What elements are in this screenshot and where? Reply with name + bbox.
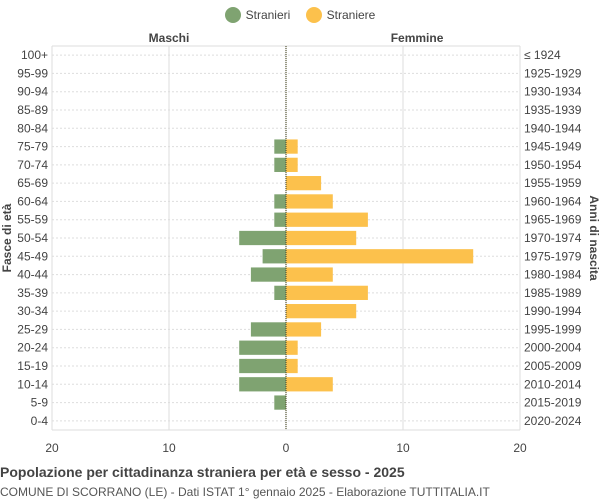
x-tick-label: 10 [396, 441, 410, 455]
y-tick-label-birth-years: 1930-1934 [524, 85, 582, 99]
y-tick-label-age: 75-79 [17, 140, 48, 154]
bar-female [286, 212, 368, 227]
legend-item-female: Straniere [305, 7, 376, 23]
legend-swatch-male [224, 7, 241, 23]
y-tick-label-age: 65-69 [17, 176, 48, 190]
y-tick-label-age: 70-74 [17, 158, 48, 172]
y-tick-label-age: 90-94 [17, 85, 48, 99]
y-tick-label-birth-years: 1990-1994 [524, 304, 582, 318]
y-axis-title-left: Fasce di età [0, 203, 14, 272]
x-tick-label: 10 [162, 441, 176, 455]
y-tick-label-age: 40-44 [17, 268, 48, 282]
bar-female [286, 285, 368, 300]
bar-female [286, 358, 298, 374]
y-tick-label-age: 20-24 [17, 341, 48, 355]
bar-female [286, 230, 357, 246]
y-tick-label-birth-years: 2000-2004 [524, 341, 582, 355]
y-tick-label-age: 80-84 [17, 121, 48, 135]
y-tick-label-birth-years: 1995-1999 [524, 322, 582, 336]
legend-label-male: Stranieri [245, 8, 291, 22]
header-females: Femmine [391, 31, 444, 45]
bar-female [286, 249, 474, 264]
bar-female [286, 322, 322, 337]
bar-female [286, 304, 357, 319]
y-tick-label-birth-years: 1965-1969 [524, 213, 582, 227]
y-tick-label-birth-years: 2020-2024 [524, 414, 582, 428]
y-tick-label-birth-years: 1950-1954 [524, 158, 582, 172]
y-tick-label-birth-years: 2010-2014 [524, 377, 582, 391]
y-tick-label-birth-years: 2005-2009 [524, 359, 582, 373]
legend-label-female: Straniere [326, 8, 376, 22]
y-tick-label-birth-years: 1980-1984 [524, 268, 582, 282]
chart-footer-subtitle: COMUNE DI SCORRANO (LE) - Dati ISTAT 1° … [0, 485, 490, 499]
header-males: Maschi [149, 31, 190, 45]
y-tick-label-birth-years: 1970-1974 [524, 231, 582, 245]
bar-female [286, 194, 333, 209]
y-tick-label-birth-years: 1925-1929 [524, 66, 582, 80]
bar-male [274, 395, 286, 410]
bar-male [250, 322, 286, 337]
x-tick-label: 20 [45, 441, 59, 455]
x-tick-label: 0 [283, 441, 290, 455]
bar-male [250, 267, 286, 282]
y-tick-label-age: 100+ [21, 48, 48, 62]
bar-female [286, 377, 333, 392]
y-tick-label-age: 60-64 [17, 194, 48, 208]
y-tick-label-birth-years: 2015-2019 [524, 396, 582, 410]
legend-item-male: Stranieri [224, 7, 291, 23]
y-tick-label-birth-years: 1960-1964 [524, 194, 582, 208]
bar-male [239, 358, 286, 374]
legend-swatch-female [305, 7, 322, 23]
population-pyramid-chart: 20 10 0 10 20 Maschi Femmine 100+ ≤ 1924 95-99 192… [0, 31, 600, 455]
y-tick-label-age: 5-9 [31, 396, 49, 410]
y-tick-label-age: 0-4 [31, 414, 49, 428]
y-tick-label-birth-years: 1985-1989 [524, 286, 582, 300]
y-tick-label-birth-years: 1935-1939 [524, 103, 582, 117]
y-tick-label-age: 35-39 [17, 286, 48, 300]
bar-female [286, 340, 298, 355]
chart-footer-title: Popolazione per cittadinanza straniera p… [0, 464, 405, 480]
bar-male [274, 212, 286, 227]
y-tick-label-age: 30-34 [17, 304, 48, 318]
y-tick-label-age: 45-49 [17, 249, 48, 263]
y-tick-label-birth-years: 1955-1959 [524, 176, 582, 190]
bar-male [262, 249, 286, 264]
y-tick-label-birth-years: 1945-1949 [524, 140, 582, 154]
y-tick-label-birth-years: 1940-1944 [524, 121, 582, 135]
bar-female [286, 176, 322, 191]
bar-male [274, 157, 286, 172]
bar-male [274, 194, 286, 209]
y-axis-title-right: Anni di nascita [587, 195, 600, 281]
y-tick-label-age: 50-54 [17, 231, 48, 245]
y-tick-label-age: 85-89 [17, 103, 48, 117]
y-tick-label-age: 25-29 [17, 322, 48, 336]
y-tick-label-age: 55-59 [17, 213, 48, 227]
bar-female [286, 267, 333, 282]
y-tick-label-age: 15-19 [17, 359, 48, 373]
bar-male [274, 139, 286, 154]
y-tick-label-age: 95-99 [17, 66, 48, 80]
bar-male [239, 340, 286, 355]
x-tick-label: 20 [513, 441, 527, 455]
legend: Stranieri Straniere [0, 7, 600, 26]
y-tick-label-birth-years: ≤ 1924 [524, 48, 561, 62]
bar-male [239, 377, 286, 392]
y-tick-label-age: 10-14 [17, 377, 48, 391]
y-tick-label-birth-years: 1975-1979 [524, 249, 582, 263]
bar-female [286, 157, 298, 172]
bar-male [239, 230, 286, 246]
bar-female [286, 139, 298, 154]
bar-male [274, 285, 286, 300]
